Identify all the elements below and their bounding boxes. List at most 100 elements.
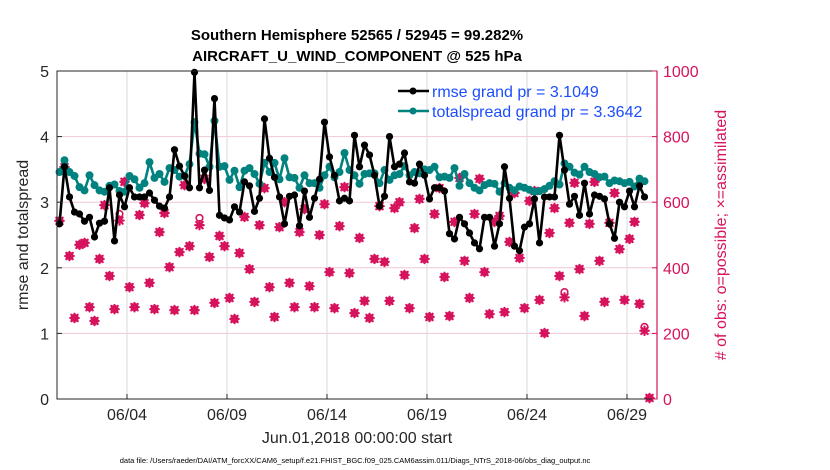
rmse-point	[240, 178, 249, 186]
rmse-point	[465, 229, 474, 237]
obs-assimilated-stroke	[140, 198, 149, 208]
rmse-point	[100, 217, 109, 225]
x-tick-label: 06/29	[607, 407, 647, 424]
rmse-point	[245, 182, 254, 190]
obs-assimilated-point	[634, 298, 645, 310]
obs-assimilated-point	[614, 243, 625, 255]
obs-assimilated-point	[644, 392, 655, 404]
obs-assimilated-point	[174, 246, 185, 258]
obs-assimilated-stroke	[450, 217, 459, 227]
obs-assimilated-point	[289, 301, 300, 313]
obs-assimilated-point	[354, 232, 365, 244]
obs-assimilated-point	[539, 327, 550, 339]
totalspread-point	[200, 150, 209, 159]
obs-assimilated-stroke	[145, 278, 154, 288]
obs-assimilated-point	[339, 181, 350, 193]
obs-assimilated-stroke	[315, 230, 324, 240]
obs-assimilated-stroke	[600, 297, 609, 307]
rmse-point	[165, 193, 174, 201]
totalspread-point	[375, 179, 384, 188]
obs-assimilated-point	[474, 173, 485, 185]
obs-assimilated-point	[544, 227, 555, 239]
rmse-point	[580, 179, 589, 187]
rmse-point	[605, 220, 614, 228]
rmse-point	[250, 207, 259, 215]
obs-assimilated-stroke	[220, 241, 229, 251]
rmse-point	[380, 192, 389, 200]
obs-assimilated-point	[264, 281, 275, 293]
obs-assimilated-point	[64, 250, 75, 262]
obs-assimilated-point	[219, 240, 230, 252]
obs-assimilated-stroke	[350, 308, 359, 318]
rmse-point	[640, 193, 649, 201]
rmse-point	[125, 184, 134, 192]
obs-assimilated-stroke	[265, 282, 274, 292]
totalspread-point	[355, 179, 364, 188]
obs-assimilated-point	[309, 301, 320, 313]
obs-assimilated-stroke	[135, 210, 144, 220]
obs-assimilated-point	[229, 313, 240, 325]
obs-assimilated-point	[424, 311, 435, 323]
obs-assimilated-stroke	[105, 271, 114, 281]
obs-assimilated-stroke	[310, 302, 319, 312]
obs-assimilated-stroke	[465, 293, 474, 303]
obs-assimilated-stroke	[460, 256, 469, 266]
obs-assimilated-stroke	[235, 248, 244, 258]
obs-assimilated-point	[589, 176, 600, 188]
obs-assimilated-stroke	[170, 305, 179, 315]
obs-assimilated-stroke	[120, 177, 129, 187]
rmse-point	[415, 160, 424, 168]
rmse-point	[400, 149, 409, 157]
obs-assimilated-point	[534, 294, 545, 306]
obs-assimilated-point	[144, 277, 155, 289]
obs-assimilated-stroke	[415, 194, 424, 204]
rmse-point	[440, 187, 449, 195]
totalspread-point	[235, 183, 244, 192]
obs-assimilated-point	[624, 233, 635, 245]
rmse-point	[560, 166, 569, 174]
obs-assimilated-stroke	[380, 257, 389, 267]
y-left-tick-label: 0	[40, 392, 49, 409]
rmse-point	[110, 237, 119, 245]
rmse-point	[230, 203, 239, 211]
rmse-point	[180, 172, 189, 180]
totalspread-point	[225, 175, 234, 184]
obs-assimilated-point	[329, 302, 340, 314]
obs-assimilated-stroke	[240, 212, 249, 222]
obs-assimilated-point	[204, 251, 215, 263]
obs-assimilated-point	[304, 280, 315, 292]
y-right-tick-label: 1000	[663, 64, 699, 81]
totalspread-point	[640, 177, 649, 186]
obs-assimilated-stroke	[570, 178, 579, 188]
rmse-point	[535, 239, 544, 247]
obs-assimilated-point	[584, 218, 595, 230]
obs-assimilated-point	[429, 208, 440, 220]
obs-assimilated-point	[564, 217, 575, 229]
obs-assimilated-stroke	[245, 264, 254, 274]
series-lines	[55, 68, 649, 255]
obs-assimilated-point	[419, 253, 430, 265]
obs-assimilated-point	[499, 306, 510, 318]
totalspread-point	[140, 179, 149, 188]
totalspread-point	[145, 158, 154, 167]
obs-assimilated-stroke	[475, 174, 484, 184]
obs-assimilated-point	[579, 310, 590, 322]
obs-assimilated-stroke	[260, 183, 269, 193]
obs-assimilated-point	[69, 312, 80, 324]
rmse-point	[270, 173, 279, 181]
obs-assimilated-point	[409, 222, 420, 234]
obs-assimilated-point	[639, 325, 650, 337]
rmse-point	[510, 242, 519, 250]
obs-assimilated-point	[334, 220, 345, 232]
data-file-footnote: data file: /Users/raeder/DAI/ATM_forcXX/…	[120, 456, 591, 465]
x-tick-label: 06/24	[507, 407, 547, 424]
obs-assimilated-stroke	[585, 219, 594, 229]
rmse-point	[585, 210, 594, 218]
rmse-point	[85, 213, 94, 221]
rmse-point	[330, 171, 339, 179]
rmse-point	[480, 213, 489, 221]
obs-assimilated-stroke	[620, 295, 629, 305]
obs-assimilated-point	[574, 263, 585, 275]
obs-assimilated-point	[244, 263, 255, 275]
